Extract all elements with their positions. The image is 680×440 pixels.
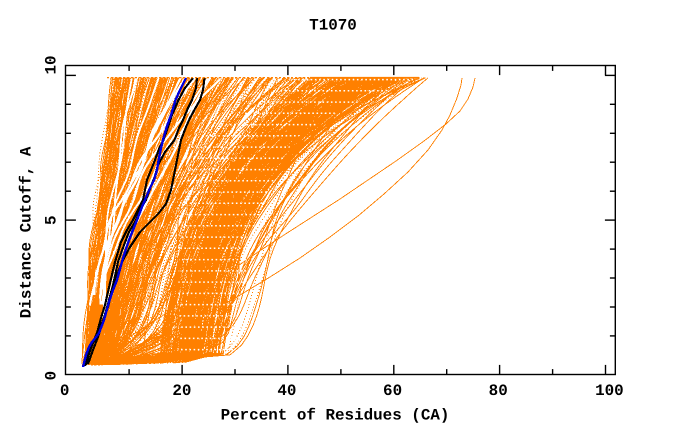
svg-text:Percent of Residues (CA): Percent of Residues (CA) — [221, 407, 450, 425]
svg-text:Distance Cutoff, A: Distance Cutoff, A — [18, 146, 36, 318]
svg-text:40: 40 — [277, 382, 296, 400]
svg-text:10: 10 — [42, 55, 60, 74]
svg-text:60: 60 — [383, 382, 402, 400]
svg-text:5: 5 — [42, 215, 60, 225]
svg-text:20: 20 — [172, 382, 191, 400]
svg-text:T1070: T1070 — [309, 16, 357, 34]
svg-text:100: 100 — [595, 382, 624, 400]
svg-text:80: 80 — [489, 382, 508, 400]
svg-text:0: 0 — [42, 371, 60, 381]
svg-text:0: 0 — [60, 382, 70, 400]
